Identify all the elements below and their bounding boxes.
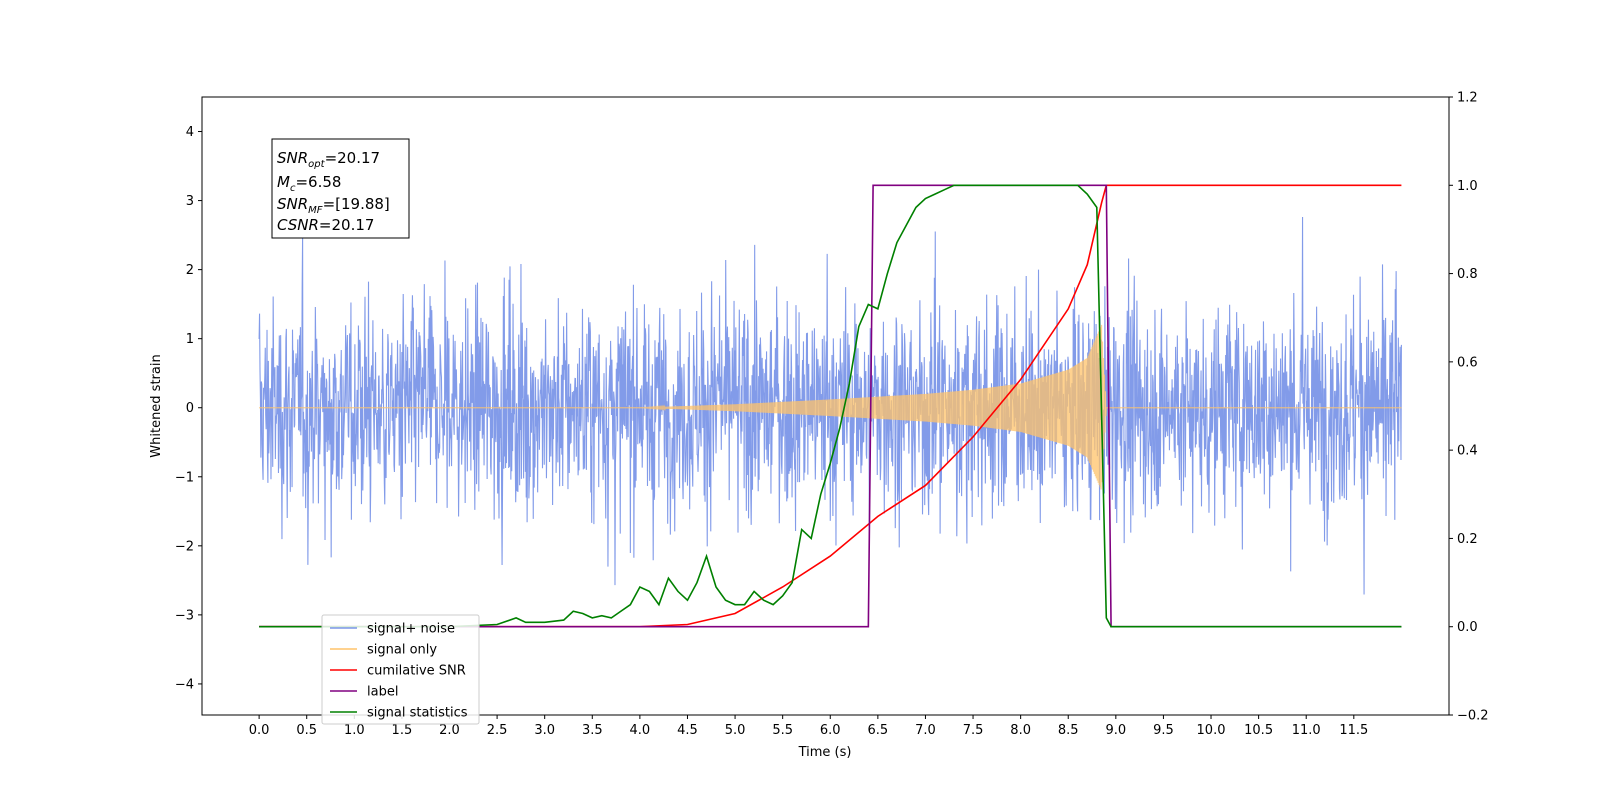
legend-item: signal+ noise: [330, 622, 455, 637]
x-tick-label: 4.5: [677, 723, 698, 738]
x-tick-label: 6.0: [820, 723, 841, 738]
x-tick-label: 8.0: [1010, 723, 1031, 738]
y-tick-label: −1: [175, 470, 194, 485]
x-tick-label: 5.5: [772, 723, 793, 738]
y-right-tick-label: 0.6: [1457, 355, 1478, 370]
legend-item: signal statistics: [330, 706, 468, 721]
snr-mf-text: SNRMF=[19.88]: [277, 195, 390, 216]
x-tick-label: 8.5: [1058, 723, 1079, 738]
y-tick-label: 0: [186, 401, 194, 416]
x-tick-label: 6.5: [868, 723, 889, 738]
x-tick-label: 7.5: [963, 723, 984, 738]
series-signal-only: [259, 324, 1402, 490]
y-right-tick-label: 1.2: [1457, 91, 1478, 106]
x-tick-label: 3.0: [534, 723, 555, 738]
y-right-tick-label: 1.0: [1457, 179, 1478, 194]
y-axis-left: 4 3 2 1 0 −1 −2 −3 −4: [175, 125, 202, 692]
y-tick-label: −4: [175, 677, 194, 692]
x-tick-label: 1.0: [344, 723, 365, 738]
legend-label: cumilative SNR: [367, 664, 466, 679]
x-tick-label: 10.0: [1197, 723, 1226, 738]
legend-label: signal+ noise: [367, 622, 455, 637]
plot-frame: [201, 96, 1450, 716]
csnr-text: CSNR=20.17: [277, 216, 374, 234]
y-tick-label: 4: [186, 125, 194, 140]
y-right-tick-label: 0.2: [1457, 532, 1478, 547]
legend: signal+ noise signal only cumilative SNR la…: [321, 614, 480, 725]
x-tick-label: 2.0: [439, 723, 460, 738]
y-right-tick-label: 0.8: [1457, 267, 1478, 282]
x-tick-label: 0.0: [249, 723, 270, 738]
y-right-tick-label: −0.2: [1457, 709, 1489, 724]
x-axis-label: Time (s): [798, 745, 852, 760]
legend-item: label: [330, 685, 398, 700]
y-axis-right: 1.2 1.0 0.8 0.6 0.4 0.2 0.0 −0.2: [1449, 91, 1489, 724]
x-tick-label: 9.0: [1105, 723, 1126, 738]
y-right-tick-label: 0.0: [1457, 620, 1478, 635]
y-tick-label: 2: [186, 263, 194, 278]
snr-opt-text: SNRopt=20.17: [277, 149, 380, 170]
series-signal-statistics: [259, 184, 1402, 628]
x-tick-label: 11.5: [1339, 723, 1368, 738]
legend-item: cumilative SNR: [330, 664, 466, 679]
legend-label: signal statistics: [367, 706, 468, 721]
annotation-box: SNRopt=20.17 Mc=6.58 SNRMF=[19.88] CSNR=…: [271, 138, 410, 239]
x-tick-label: 5.0: [725, 723, 746, 738]
series-layer: [258, 184, 1402, 628]
y-tick-label: 1: [186, 332, 194, 347]
legend-label: signal only: [367, 643, 437, 658]
x-tick-label: 4.0: [630, 723, 651, 738]
x-tick-label: 2.5: [487, 723, 508, 738]
x-tick-label: 9.5: [1153, 723, 1174, 738]
x-axis: 0.0 0.5 1.0 1.5 2.0 2.5 3.0 3.5 4.0 4.5 5.0 5.5 6.0 6…: [249, 715, 1368, 738]
y-right-tick-label: 0.4: [1457, 444, 1478, 459]
y-tick-label: −2: [175, 539, 194, 554]
y-tick-label: −3: [175, 608, 194, 623]
x-tick-label: 3.5: [582, 723, 603, 738]
x-tick-label: 1.5: [392, 723, 413, 738]
y-axis-label: Whitened strain: [149, 354, 164, 457]
y-tick-label: 3: [186, 194, 194, 209]
series-signal-noise: [258, 217, 1402, 595]
x-tick-label: 10.5: [1244, 723, 1273, 738]
x-tick-label: 7.0: [915, 723, 936, 738]
legend-item: signal only: [330, 643, 437, 658]
mc-text: Mc=6.58: [277, 173, 341, 194]
x-tick-label: 0.5: [296, 723, 317, 738]
x-tick-label: 11.0: [1292, 723, 1321, 738]
legend-label: label: [367, 685, 398, 700]
